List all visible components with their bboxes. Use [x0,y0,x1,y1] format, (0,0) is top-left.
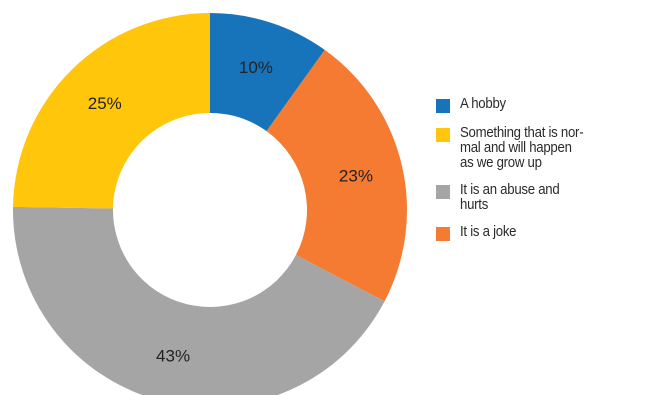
slice-labels: 10% 23% 43% 25% [88,58,373,365]
legend-swatch [436,185,450,199]
legend-label-line: as we grow up [460,154,542,171]
legend-label: It is an abuse and hurts [460,182,619,212]
legend-swatch [436,128,450,142]
slice-value-label: 23% [339,166,373,185]
legend-item: It is a joke [436,224,641,241]
legend-label: Something that is nor-mal and will happe… [460,125,619,170]
slice-value-label: 25% [88,94,122,113]
legend-label-line: Something that is nor- [460,124,584,141]
legend-item: Something that is nor-mal and will happe… [436,125,641,170]
legend-label-line: hurts [460,196,489,213]
donut-slices [13,13,407,395]
donut-slice [266,49,407,302]
legend-swatch [436,99,450,113]
legend-label-line: It is a joke [460,223,517,240]
legend-item: A hobby [436,96,641,113]
slice-value-label: 43% [156,346,190,365]
legend-swatch [436,227,450,241]
donut-slice [13,13,211,209]
donut-slice [210,13,325,132]
legend-label: A hobby [460,96,619,111]
donut-chart: 10% 23% 43% 25% [13,13,407,395]
legend-label: It is a joke [460,224,619,239]
legend-item: It is an abuse and hurts [436,182,641,212]
slice-value-label: 10% [239,58,273,77]
chart-legend: A hobby Something that is nor-mal and wil… [436,96,641,253]
legend-label-line: A hobby [460,95,506,112]
legend-label-line: mal and will happen [460,139,572,156]
donut-slice [13,206,385,395]
legend-label-line: It is an abuse and [460,181,560,198]
